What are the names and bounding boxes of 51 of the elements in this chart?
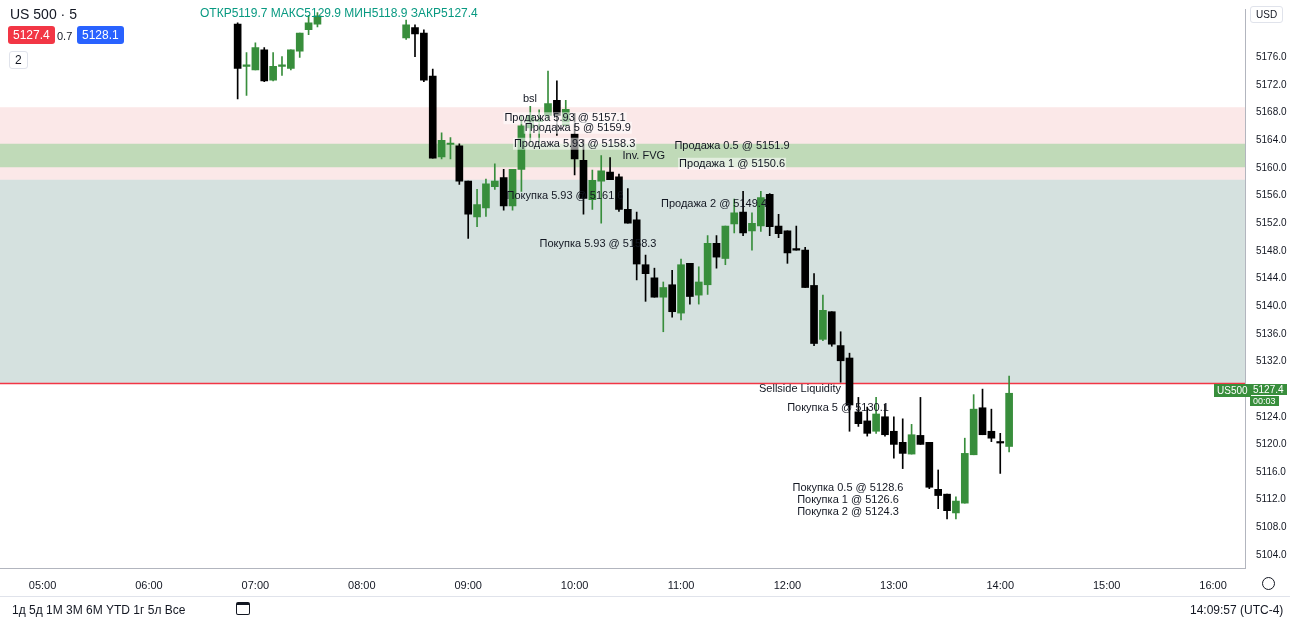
- y-tick-label: 5152.0: [1256, 216, 1288, 228]
- x-tick-label: 09:00: [454, 579, 482, 592]
- y-tick-label: 5156.0: [1256, 189, 1288, 201]
- x-tick-label: 13:00: [880, 579, 908, 592]
- y-tick-label: 5108.0: [1256, 521, 1288, 533]
- x-tick-label: 07:00: [241, 579, 270, 592]
- y-tick-label: 5124.0: [1256, 410, 1288, 422]
- x-tick-label: 11:00: [667, 579, 695, 592]
- y-tick-label: 5112.0: [1256, 493, 1287, 505]
- text: 14:09:57 (UTC-4): [1190, 603, 1284, 617]
- annotation: Продажа 1 @ 5150.6: [679, 156, 786, 169]
- annotation: 2: [9, 51, 28, 69]
- annotation: Покупка 1 @ 5126.6: [797, 493, 899, 505]
- y-tick-label: 5132.0: [1256, 355, 1288, 367]
- y-tick-label: 5120.0: [1256, 438, 1288, 450]
- annotation: 0.7: [57, 30, 73, 42]
- annotation: Sellside Liquidity: [759, 382, 841, 394]
- annotation: 5128.1: [77, 26, 124, 44]
- x-tick-label: 08:00: [348, 579, 376, 592]
- annotation: bsl: [522, 91, 537, 104]
- text: 5127.4: [1250, 384, 1287, 395]
- y-tick-label: 5116.0: [1256, 465, 1287, 477]
- x-tick-label: 05:00: [28, 579, 57, 592]
- y-tick-label: 5160.0: [1256, 161, 1288, 173]
- band-label: Inv. FVG: [622, 148, 666, 161]
- x-tick-label: 16:00: [1199, 579, 1227, 592]
- text: 1д 5д 1М 3М 6М YTD 1г 5л Все: [12, 603, 186, 617]
- y-tick-label: 5140.0: [1256, 299, 1288, 311]
- x-tick-label: 14:00: [986, 579, 1015, 592]
- annotation: 5127.4: [8, 26, 55, 44]
- chart-title: US 500 · 5: [10, 6, 77, 22]
- annotation: Покупка 0.5 @ 5128.6: [792, 481, 904, 493]
- x-tick-label: 06:00: [135, 579, 163, 592]
- text: 00:03: [1250, 396, 1279, 406]
- annotation: US500: [1214, 384, 1251, 397]
- annotation: ОТКР5119.7 МАКС5129.9 МИН5118.9 ЗАКР5127.4: [200, 6, 478, 20]
- x-tick-label: 15:00: [1092, 579, 1121, 592]
- x-tick-label: 10:00: [560, 579, 589, 592]
- y-tick-label: 5136.0: [1256, 327, 1288, 339]
- annotation: Покупка 2 @ 5124.3: [797, 505, 899, 517]
- y-tick-label: 5176.0: [1256, 51, 1288, 63]
- y-tick-label: 5148.0: [1256, 244, 1288, 256]
- y-tick-label: 5164.0: [1256, 134, 1288, 146]
- y-tick-label: 5144.0: [1256, 272, 1288, 284]
- y-tick-label: 5172.0: [1256, 78, 1288, 90]
- y-tick-label: 5168.0: [1256, 106, 1288, 118]
- text: USD: [1250, 6, 1284, 23]
- y-tick-label: 5104.0: [1256, 548, 1288, 560]
- annotation: Продажа 0.5 @ 5151.9: [674, 139, 790, 151]
- x-tick-label: 12:00: [773, 579, 802, 592]
- annotation: Продажа 5.93 @ 5158.3: [513, 136, 636, 149]
